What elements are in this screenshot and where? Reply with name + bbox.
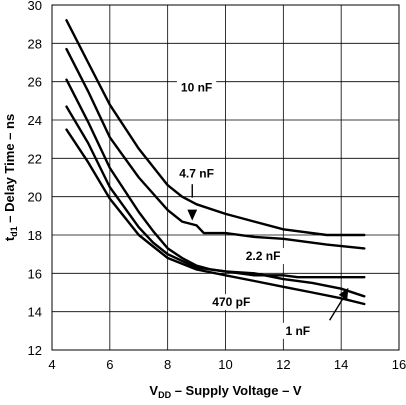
y-axis-label-main: t [2, 236, 17, 241]
annotation-2_2-nF: 2.2 nF [246, 249, 281, 263]
arrow-1nF-head [338, 287, 349, 300]
annotation-background [241, 248, 285, 265]
annotation-background [175, 165, 218, 182]
grid [52, 5, 399, 350]
y-tick-label: 16 [28, 266, 42, 281]
y-tick-label: 24 [28, 113, 42, 128]
y-tick-label: 14 [28, 305, 42, 320]
y-axis-label-rest: – Delay Time – ns [2, 114, 17, 227]
y-tick-label: 18 [28, 228, 42, 243]
series-line-2_2-nF [65, 78, 366, 279]
annotation-background [208, 294, 255, 311]
annotation-group: 10 nF 4.7 nF 2.2 nF 470 pF 1 nF [175, 79, 349, 339]
x-tick-label: 12 [276, 357, 290, 372]
y-tick-label: 26 [28, 75, 42, 90]
series-line-10-nF [65, 19, 366, 237]
y-tick-label: 28 [28, 36, 42, 51]
arrow-1nF-shaft [329, 294, 347, 321]
annotation-background [176, 79, 217, 96]
x-axis-label-subscript: DD [158, 390, 171, 400]
x-tick-label: 8 [164, 357, 171, 372]
plot-frame [51, 4, 400, 351]
arrow-4_7nF-head [187, 209, 198, 221]
series-line-4_7-nF [65, 47, 366, 250]
x-tick-label: 4 [48, 357, 55, 372]
x-axis-label: VDD – Supply Voltage – V [149, 383, 302, 400]
x-axis-label-rest: – Supply Voltage – V [171, 383, 302, 398]
y-tick-label: 12 [28, 343, 42, 358]
x-tick-label: 6 [106, 357, 113, 372]
y-tick-label: 30 [28, 0, 42, 13]
y-axis-label: td1 – Delay Time – ns [2, 114, 19, 241]
y-tick-label: 20 [28, 190, 42, 205]
y-tick-label: 22 [28, 151, 42, 166]
x-tick-label: 14 [334, 357, 348, 372]
x-tick-label: 10 [218, 357, 232, 372]
series-line-470-pF [65, 128, 366, 306]
annotation-10-nF: 10 nF [181, 80, 212, 94]
annotation-1-nF: 1 nF [285, 324, 310, 338]
annotation-470-pF: 470 pF [212, 295, 250, 309]
series-group [65, 19, 366, 306]
x-tick-label: 16 [392, 357, 406, 372]
series-line-1-nF [65, 105, 366, 298]
x-axis-label-main: V [149, 383, 158, 398]
y-axis-label-subscript: d1 [9, 226, 19, 237]
annotation-background [281, 322, 315, 339]
annotation-4_7-nF: 4.7 nF [179, 167, 214, 181]
tick-labels: 4 6 8 10 12 14 16 12 14 16 18 20 22 24 26 28 30 [28, 0, 406, 372]
